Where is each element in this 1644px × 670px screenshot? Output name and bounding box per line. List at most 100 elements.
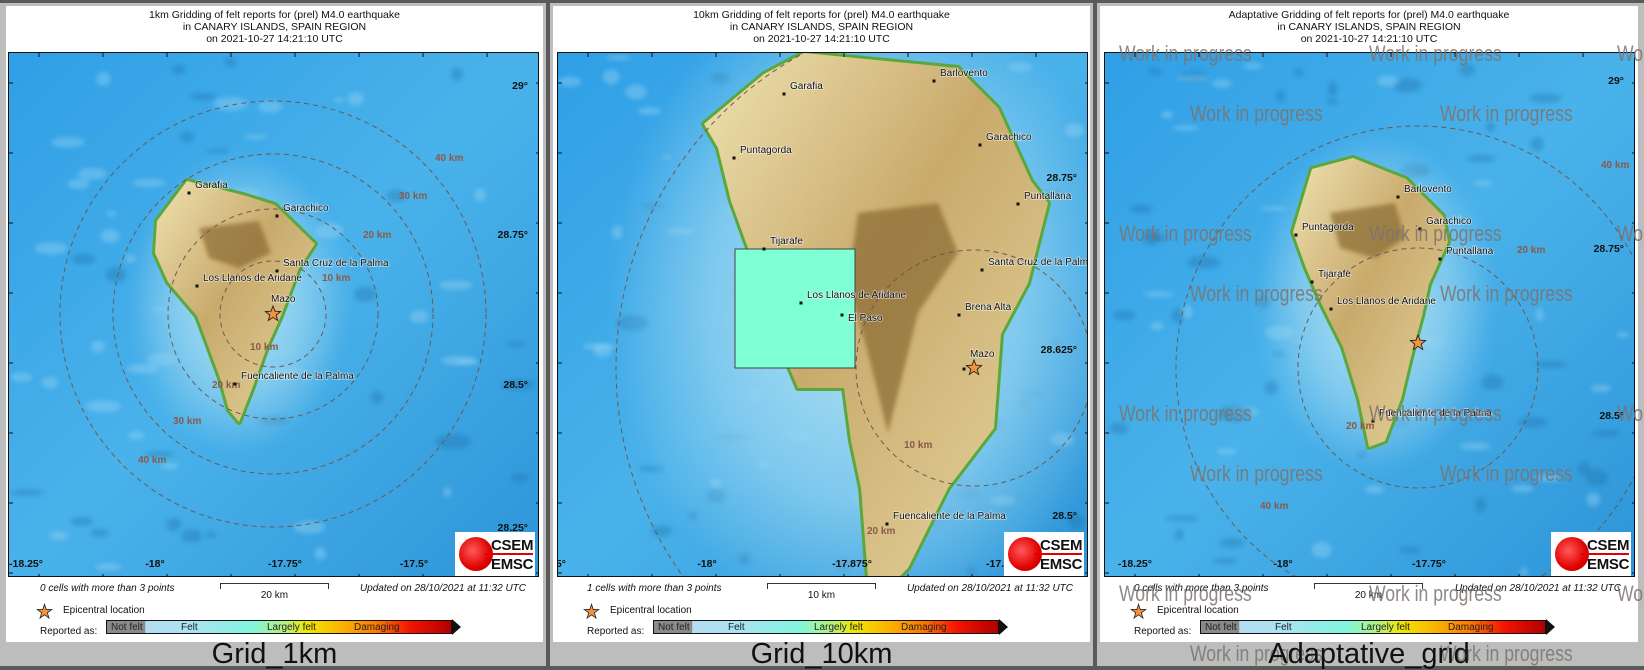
map-title: Adaptative Gridding of felt reports for … bbox=[1100, 9, 1638, 45]
latitude-label: 29° bbox=[512, 80, 528, 92]
epicenter-star-icon[interactable] bbox=[1409, 333, 1427, 351]
seismogram-icon bbox=[485, 553, 533, 555]
cells-count-text: 1 cells with more than 3 points bbox=[587, 583, 722, 594]
map-view[interactable]: 10 km 20 km Garafia Barlovento Puntagorda Gar… bbox=[557, 52, 1088, 577]
watermark-text: Work in progress bbox=[1617, 581, 1644, 606]
ring-label: 40 km bbox=[435, 153, 463, 164]
longitude-label: -17.75° bbox=[1412, 558, 1446, 570]
epicenter-legend-label: Epicentral location bbox=[610, 605, 692, 616]
town-marker bbox=[233, 382, 237, 386]
town-label: Garachico bbox=[283, 203, 329, 214]
town-label: Garachico bbox=[986, 132, 1032, 143]
distance-ring bbox=[855, 249, 1087, 487]
csem-emsc-logo: CSEM EMSC bbox=[1004, 532, 1084, 576]
epicenter-star-icon: ★ bbox=[583, 602, 601, 623]
town-marker bbox=[840, 313, 844, 317]
town-marker bbox=[980, 268, 984, 272]
logo-text: EMSC bbox=[491, 556, 534, 573]
scale-damaging: Damaging bbox=[354, 622, 400, 633]
logo-text: EMSC bbox=[1040, 556, 1083, 573]
town-label: Puntallana bbox=[1024, 191, 1072, 202]
town-marker bbox=[1418, 227, 1422, 231]
town-marker bbox=[275, 269, 279, 273]
map-canvas: 40 km 20 km 20 km 40 km Barlovento Puntagorda… bbox=[1105, 53, 1634, 576]
scale-bar bbox=[767, 583, 876, 589]
outer-border bbox=[0, 666, 1644, 670]
town-marker bbox=[885, 522, 889, 526]
panel-grid-1km: 1km Gridding of felt reports for (prel) … bbox=[6, 6, 543, 642]
title-line: on 2021-10-27 14:21:10 UTC bbox=[753, 33, 890, 45]
ring-label: 40 km bbox=[138, 455, 166, 466]
ring-label: 30 km bbox=[173, 416, 201, 427]
latitude-label: 28.5° bbox=[503, 379, 528, 391]
scale-bar bbox=[220, 583, 329, 589]
ring-label: 10 km bbox=[322, 273, 350, 284]
reported-as-label: Reported as: bbox=[587, 626, 645, 637]
scale-bar bbox=[1314, 583, 1423, 589]
caldera-relief bbox=[199, 221, 271, 268]
island-terrain bbox=[155, 181, 315, 422]
caldera-relief bbox=[1330, 203, 1405, 258]
ring-label: 20 km bbox=[1346, 421, 1374, 432]
latitude-label: 28.75° bbox=[1047, 172, 1077, 184]
scale-not-felt: Not felt bbox=[658, 622, 690, 633]
map-view[interactable]: 40 km 20 km 20 km 40 km Barlovento Puntagorda… bbox=[1104, 52, 1635, 577]
town-label: Barlovento bbox=[1404, 184, 1452, 195]
panel-grid-10km: 10km Gridding of felt reports for (prel)… bbox=[553, 6, 1090, 642]
scale-not-felt: Not felt bbox=[1205, 622, 1237, 633]
intensity-colorbar: Not felt Felt Largely felt Damaging bbox=[1200, 620, 1546, 634]
ring-label: 30 km bbox=[399, 191, 427, 202]
colorbar-arrow-icon bbox=[452, 619, 461, 635]
panel-divider bbox=[1093, 0, 1097, 670]
reported-as-label: Reported as: bbox=[1134, 626, 1192, 637]
intensity-colorbar: Not felt Felt Largely felt Damaging bbox=[106, 620, 452, 634]
ring-label: 20 km bbox=[212, 380, 240, 391]
distance-ring bbox=[112, 153, 434, 475]
map-view[interactable]: 10 km 10 km 20 km 20 km 30 km 30 km 40 km 40 km… bbox=[8, 52, 539, 577]
latitude-label: 28.25° bbox=[498, 522, 528, 534]
town-label: Mazo bbox=[271, 294, 296, 305]
updated-text: Updated on 28/10/2021 at 11:32 UTC bbox=[906, 583, 1073, 594]
map-title: 1km Gridding of felt reports for (prel) … bbox=[6, 9, 543, 45]
ring-label: 10 km bbox=[904, 440, 932, 451]
town-label: Tijarafe bbox=[770, 236, 803, 247]
title-line: in CANARY ISLANDS, SPAIN REGION bbox=[182, 21, 367, 33]
latitude-label: 29° bbox=[1608, 75, 1624, 87]
town-marker bbox=[1438, 257, 1442, 261]
town-marker bbox=[1396, 195, 1400, 199]
longitude-label: -17.5° bbox=[400, 558, 428, 570]
title-line: 10km Gridding of felt reports for (prel)… bbox=[693, 9, 950, 21]
town-marker bbox=[1294, 233, 1298, 237]
scale-felt: Felt bbox=[1275, 622, 1292, 633]
ring-label: 20 km bbox=[363, 230, 391, 241]
latitude-label: 28.75° bbox=[498, 229, 528, 241]
epicenter-legend-label: Epicentral location bbox=[1157, 605, 1239, 616]
ring-label: 40 km bbox=[1601, 160, 1629, 171]
scale-felt: Felt bbox=[728, 622, 745, 633]
town-marker bbox=[978, 143, 982, 147]
town-marker bbox=[799, 301, 803, 305]
town-label: Los Llanos de Aridane bbox=[1337, 296, 1436, 307]
distance-ring bbox=[167, 208, 379, 420]
scale-damaging: Damaging bbox=[901, 622, 947, 633]
grid-cell[interactable] bbox=[734, 248, 856, 369]
csem-emsc-logo: CSEM EMSC bbox=[455, 532, 535, 576]
town-marker bbox=[962, 367, 966, 371]
longitude-label: -18.25° bbox=[1118, 558, 1152, 570]
scale-felt: Felt bbox=[181, 622, 198, 633]
cells-count-text: 0 cells with more than 3 points bbox=[1134, 583, 1269, 594]
town-label: Los Llanos de Aridane bbox=[807, 290, 906, 301]
longitude-label: -18.125° bbox=[558, 558, 566, 570]
town-label: Tijarafe bbox=[1318, 269, 1351, 280]
reported-as-label: Reported as: bbox=[40, 626, 98, 637]
scale-label: 20 km bbox=[1354, 590, 1383, 601]
latitude-label: 28.625° bbox=[1041, 344, 1077, 356]
panel-caption: Grid_10km bbox=[750, 638, 893, 670]
epicenter-star-icon[interactable] bbox=[264, 304, 282, 322]
epicenter-star-icon[interactable] bbox=[965, 358, 983, 376]
town-marker bbox=[732, 156, 736, 160]
town-marker bbox=[1329, 307, 1333, 311]
town-label: El Paso bbox=[848, 313, 883, 324]
ring-label: 10 km bbox=[250, 342, 278, 353]
scale-not-felt: Not felt bbox=[111, 622, 143, 633]
